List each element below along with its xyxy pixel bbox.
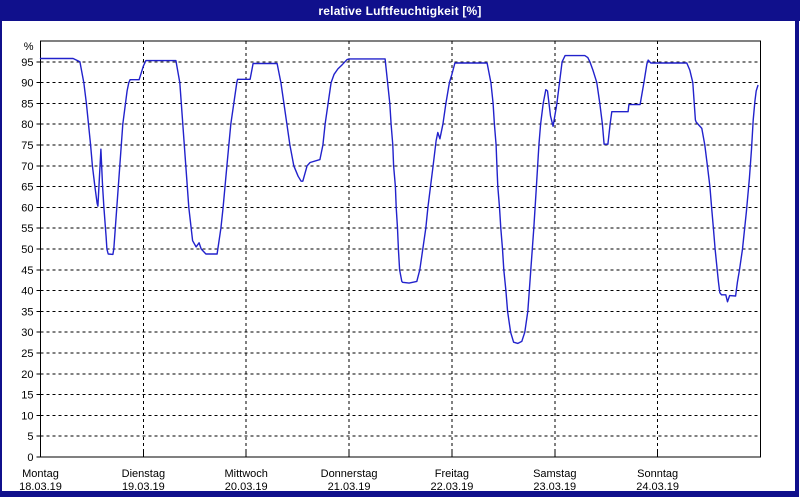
y-tick-label: 65 — [21, 182, 33, 194]
window-title: relative Luftfeuchtigkeit [%] — [318, 3, 482, 18]
y-tick-label: 10 — [21, 410, 33, 422]
y-tick-label: 95 — [21, 57, 33, 69]
y-tick-label: 30 — [21, 327, 33, 339]
gridlines — [40, 41, 761, 457]
day-name-label: Sonntag — [637, 468, 678, 480]
humidity-line — [39, 54, 759, 345]
y-tick-label: 5 — [27, 431, 33, 443]
y-tick-label: 75 — [21, 140, 33, 152]
data-series — [39, 54, 759, 345]
y-tick-label: 85 — [21, 98, 33, 110]
day-date-label: 20.03.19 — [225, 481, 268, 493]
day-name-label: Samstag — [533, 468, 576, 480]
y-axis-unit-label: % — [24, 41, 34, 53]
axis-ticks — [36, 61, 761, 458]
y-tick-label: 35 — [21, 306, 33, 318]
day-date-label: 22.03.19 — [431, 481, 474, 493]
window-border-right — [795, 0, 799, 497]
y-tick-label: 0 — [27, 452, 33, 464]
y-tick-label: 60 — [21, 202, 33, 214]
day-date-label: 24.03.19 — [636, 481, 679, 493]
y-tick-label: 70 — [21, 161, 33, 173]
window-titlebar: relative Luftfeuchtigkeit [%] — [0, 0, 800, 21]
y-tick-label: 20 — [21, 369, 33, 381]
y-tick-label: 55 — [21, 223, 33, 235]
y-tick-label: 50 — [21, 244, 33, 256]
y-tick-label: 80 — [21, 119, 33, 131]
window-border-left — [0, 0, 2, 497]
y-tick-label: 45 — [21, 265, 33, 277]
day-date-label: 19.03.19 — [122, 481, 165, 493]
day-date-label: 18.03.19 — [19, 481, 62, 493]
day-date-label: 23.03.19 — [533, 481, 576, 493]
y-axis-labels: 0 5 10 15 20 25 30 35 40 45 50 55 60 65 70 75 80 85 90 95% — [21, 41, 33, 464]
day-name-label: Freitag — [435, 468, 469, 480]
window-border-bottom — [0, 491, 799, 497]
y-tick-label: 25 — [21, 348, 33, 360]
y-tick-label: 90 — [21, 78, 33, 90]
day-date-label: 21.03.19 — [328, 481, 371, 493]
day-name-label: Montag — [22, 468, 59, 480]
y-tick-label: 40 — [21, 286, 33, 298]
y-tick-label: 15 — [21, 390, 33, 402]
day-name-label: Dienstag — [122, 468, 165, 480]
day-name-label: Donnerstag — [321, 468, 378, 480]
day-name-label: Mittwoch — [225, 468, 268, 480]
